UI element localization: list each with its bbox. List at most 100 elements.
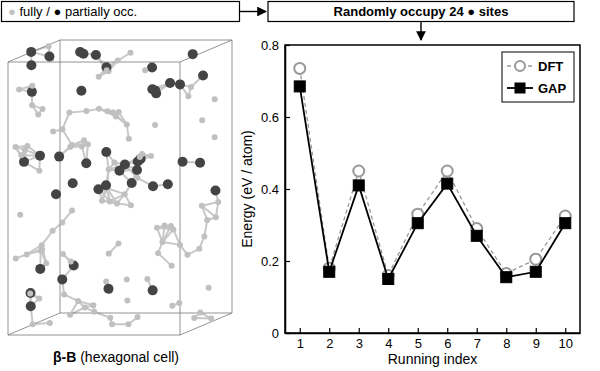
full-atom (40, 106, 46, 112)
tick: 10 (559, 328, 573, 351)
full-atom (36, 168, 42, 174)
figure: ● fully / ● partially occ.Randomly occup… (0, 0, 600, 371)
partial-atom (78, 49, 88, 59)
partial-atom (76, 86, 86, 96)
arrow (240, 11, 266, 12)
partial-atom (26, 301, 36, 311)
cell-edge (8, 40, 60, 62)
full-atom (213, 214, 219, 220)
left-box: ● fully / ● partially occ. (8, 4, 137, 19)
data-point (324, 266, 335, 277)
legend-marker (515, 61, 525, 71)
full-atom (125, 321, 131, 327)
data-point (530, 254, 541, 265)
tick-label: 2 (326, 336, 333, 351)
text-part: β-B (53, 349, 76, 365)
bonds (15, 46, 218, 324)
right-box (268, 2, 574, 22)
arrow (420, 22, 421, 41)
full-atom (18, 152, 24, 158)
full-atom (134, 175, 140, 181)
tick: 4 (385, 328, 392, 351)
tick-mark (388, 328, 389, 333)
full-atom (154, 225, 160, 231)
full-atom (212, 134, 218, 140)
tick: 2 (326, 328, 333, 351)
cell-edge (8, 313, 60, 335)
full-atom (206, 285, 212, 291)
full-atom (197, 309, 203, 315)
tick: 1 (297, 328, 304, 351)
full-atom (29, 83, 35, 89)
partial-atom (54, 152, 64, 162)
full-atom (36, 296, 42, 302)
partial-atom (178, 157, 188, 167)
full-atom (191, 315, 197, 321)
full-atom (22, 147, 28, 153)
full-atom (204, 217, 210, 223)
full-atom (169, 263, 175, 269)
dot-symbol: ● (467, 4, 475, 19)
full-atom (215, 199, 221, 205)
dot-symbol: ● (53, 4, 61, 19)
full-atom (99, 198, 105, 204)
x-axis: 12345678910 (286, 328, 581, 351)
tick: 0.4 (261, 182, 290, 197)
full-atom (59, 126, 65, 132)
tick-mark (477, 328, 478, 333)
data-point (383, 274, 394, 285)
y-axis-title: Energy (eV / atom) (239, 130, 255, 248)
tick-label: 10 (559, 336, 573, 351)
full-atom (30, 321, 36, 327)
full-atom (199, 203, 205, 209)
partial-atom (148, 285, 158, 295)
full-atom (168, 223, 174, 229)
partial-atom (163, 179, 173, 189)
full-atom (59, 219, 65, 225)
full-atom (128, 202, 134, 208)
full-atom (109, 321, 115, 327)
tick-label: 0.4 (261, 182, 279, 197)
tick: 5 (415, 328, 422, 351)
plot-frame (285, 45, 580, 333)
full-atom (148, 153, 154, 159)
cell-edge (60, 313, 232, 314)
partial-atom (198, 70, 208, 80)
text-part: (hexagonal cell) (76, 349, 179, 365)
full-atom (50, 128, 56, 134)
tick-mark (285, 261, 290, 262)
left-box (2, 2, 240, 22)
full-atom (68, 258, 74, 264)
partial-atom (51, 189, 61, 199)
data-point (442, 178, 453, 189)
partial-atom (175, 79, 185, 89)
full-atom (184, 252, 190, 258)
data-point (471, 230, 482, 241)
data-point (412, 218, 423, 229)
series-line (300, 86, 566, 279)
flow-header: ● fully / ● partially occ.Randomly occup… (2, 2, 575, 41)
partial-atom (93, 184, 103, 194)
structure (8, 40, 232, 335)
tick-mark (447, 328, 448, 333)
tick-mark (285, 333, 290, 334)
tick-label: 0 (272, 326, 279, 341)
full-atom (162, 223, 168, 229)
full-atom (144, 276, 150, 282)
legend: DFTGAP (502, 52, 574, 102)
full-atom (35, 112, 41, 118)
tick-label: 1 (297, 336, 304, 351)
full-atom (13, 256, 19, 262)
partial-atom (147, 63, 157, 73)
full-atom (69, 142, 75, 148)
tick-mark (329, 328, 330, 333)
tick-label: 0.6 (261, 110, 279, 125)
full-atom (82, 304, 88, 310)
full-atom (43, 260, 49, 266)
tick: 8 (503, 328, 510, 351)
full-atom (91, 309, 97, 315)
full-atom (176, 300, 182, 306)
data-point (353, 166, 364, 177)
tick-mark (536, 328, 537, 333)
data-point (442, 166, 453, 177)
